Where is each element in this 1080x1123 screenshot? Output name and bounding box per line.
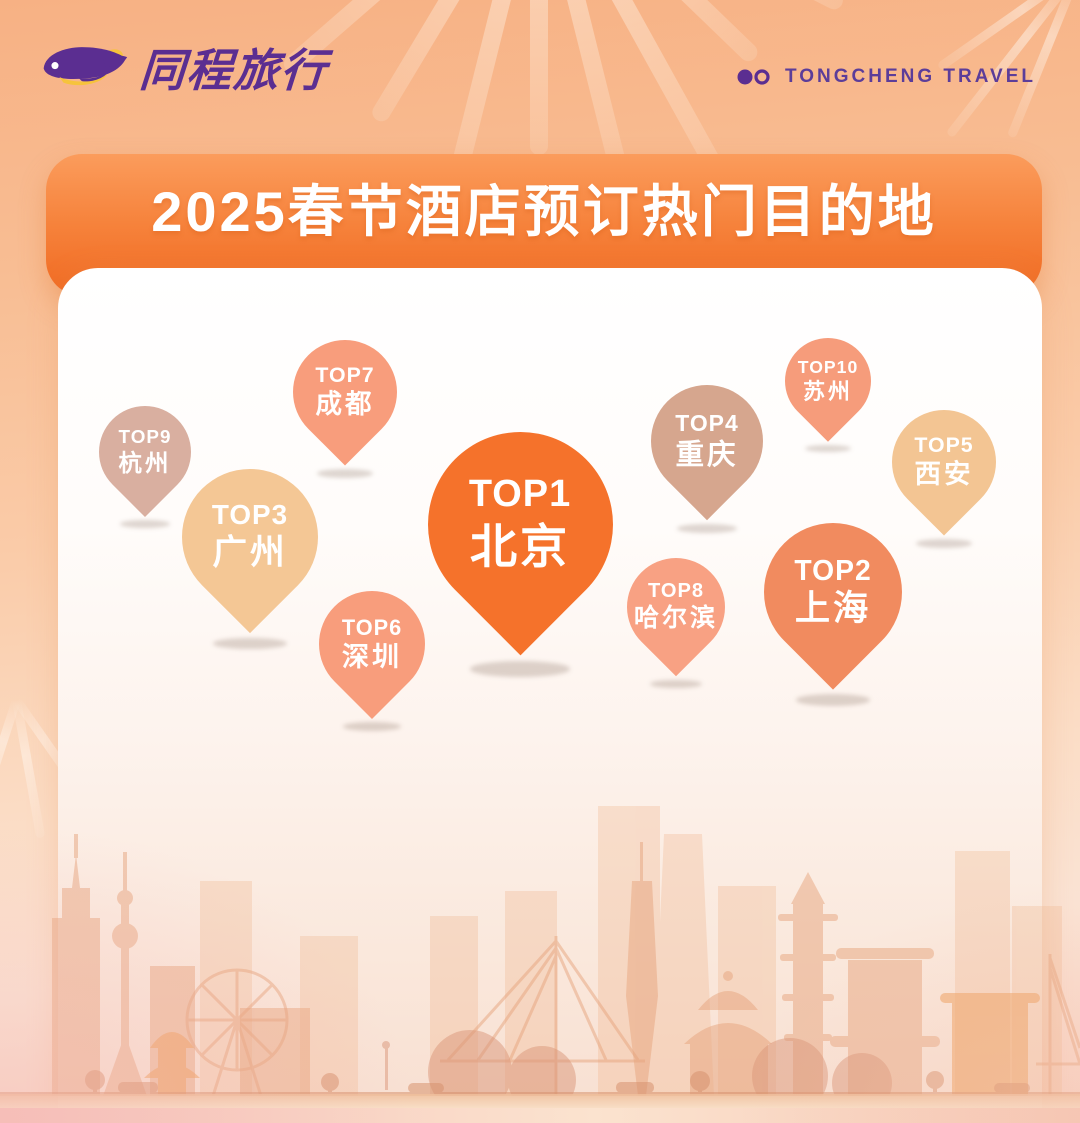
pin-label: TOP2 上海 [764, 523, 902, 661]
pin-shadow [915, 538, 973, 548]
pin-rank-label: TOP3 [211, 499, 289, 531]
pin-city-label: 哈尔滨 [634, 604, 718, 633]
logo-text: 同程旅行 [137, 45, 330, 96]
pin-label: TOP1 北京 [428, 432, 613, 617]
pin-city-label: 深圳 [341, 642, 403, 673]
pin-rank-label: TOP10 [797, 357, 859, 378]
pin-rank-label: TOP5 [914, 433, 974, 458]
pin-city-label: 苏州 [803, 378, 853, 404]
double-circle-icon [737, 69, 770, 85]
pin-label: TOP9 杭州 [99, 406, 191, 498]
pin-shadow [120, 520, 170, 528]
pin-city-label: 西安 [914, 459, 974, 490]
tongcheng-whale-logo-icon [43, 46, 128, 85]
pin-label: TOP7 成都 [293, 340, 397, 444]
pin-label: TOP3 广州 [182, 469, 318, 605]
pin-city-label: 成都 [315, 389, 375, 420]
bottom-pink-strip-decoration [0, 1108, 1080, 1123]
pin-rank-label: TOP8 [647, 579, 705, 602]
pin-label: TOP4 重庆 [651, 385, 763, 497]
destination-pin-top1: TOP1 北京 [389, 393, 651, 677]
pin-label: TOP8 哈尔滨 [627, 558, 725, 656]
pin-city-label: 北京 [469, 519, 571, 573]
pin-label: TOP10 苏州 [785, 338, 871, 424]
tongcheng-logo: 同程旅行 [38, 34, 330, 99]
destination-pin-top7: TOP7 成都 [271, 318, 419, 478]
pin-city-label: 杭州 [118, 450, 172, 477]
destination-pin-top5: TOP5 西安 [870, 388, 1018, 548]
pin-label: TOP6 深圳 [319, 591, 425, 697]
pin-rank-label: TOP1 [468, 472, 572, 515]
pin-shadow [795, 694, 871, 706]
pin-rank-label: TOP4 [675, 409, 739, 436]
pin-shadow [470, 660, 570, 677]
destination-pin-top10: TOP10 苏州 [767, 320, 889, 452]
pin-rank-label: TOP9 [118, 426, 172, 448]
brand-text: TONGCHENG TRAVEL [784, 66, 1036, 87]
destination-pin-top6: TOP6 深圳 [297, 569, 447, 732]
destination-pin-top3: TOP3 广州 [153, 440, 347, 650]
header: 同程旅行 TONGCHENG TRAVEL [0, 0, 1080, 120]
pin-shadow [213, 637, 287, 650]
pin-rank-label: TOP2 [794, 553, 872, 586]
pin-shadow [804, 444, 852, 452]
page-title: 2025春节酒店预订热门目的地 [151, 180, 937, 243]
pin-shadow [676, 523, 738, 534]
pin-label: TOP5 西安 [892, 410, 996, 514]
pin-city-label: 重庆 [675, 438, 739, 471]
pin-rank-label: TOP7 [315, 363, 375, 388]
pin-shadow [649, 679, 703, 688]
destination-pin-top9: TOP9 杭州 [79, 386, 211, 528]
destination-pin-top4: TOP4 重庆 [627, 361, 787, 534]
ground-band-decoration [0, 1094, 1080, 1110]
pin-shadow [316, 468, 374, 478]
pin-city-label: 上海 [794, 589, 872, 629]
pin-shadow [343, 722, 401, 732]
pin-city-label: 广州 [212, 534, 288, 573]
brand-lockup: TONGCHENG TRAVEL [737, 66, 1036, 88]
pin-rank-label: TOP6 [341, 614, 403, 640]
destination-pin-top8: TOP8 哈尔滨 [606, 537, 746, 688]
destination-pin-top2: TOP2 上海 [735, 494, 931, 706]
